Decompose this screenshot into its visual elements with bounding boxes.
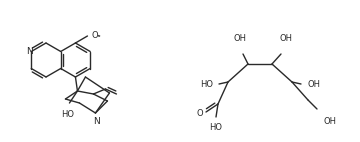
Text: OH: OH bbox=[323, 117, 336, 126]
Text: OH: OH bbox=[307, 80, 320, 88]
Text: N: N bbox=[26, 47, 33, 56]
Text: OH: OH bbox=[279, 34, 292, 43]
Text: HO: HO bbox=[210, 123, 222, 132]
Text: N: N bbox=[93, 117, 100, 126]
Text: O: O bbox=[196, 108, 203, 117]
Text: O: O bbox=[91, 31, 98, 39]
Text: OH: OH bbox=[234, 34, 247, 43]
Text: HO: HO bbox=[200, 80, 213, 88]
Text: HO: HO bbox=[61, 110, 74, 119]
